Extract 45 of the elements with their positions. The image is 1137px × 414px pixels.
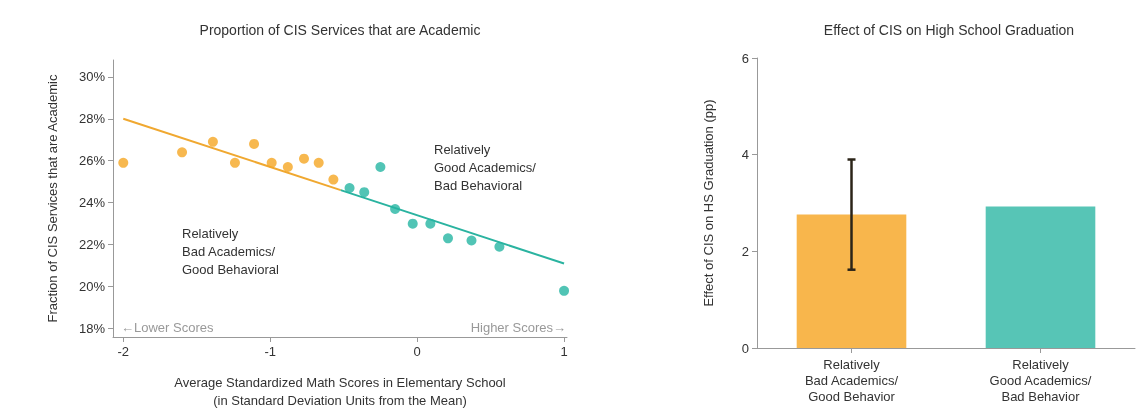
point	[229, 157, 240, 168]
point	[266, 157, 277, 168]
y-tick-label: 6	[741, 50, 749, 66]
point	[390, 203, 401, 214]
point	[344, 183, 355, 193]
annotation: Relatively Good Academics/ Bad Behavioral	[434, 141, 537, 193]
point	[559, 285, 570, 296]
x-tick-label: 0	[413, 344, 421, 359]
point	[359, 187, 370, 198]
point	[494, 241, 505, 252]
point	[118, 157, 129, 168]
point	[407, 218, 418, 229]
y-tick-label: 26%	[78, 153, 106, 169]
point	[282, 162, 293, 173]
x-tick-label: Relatively Good Academics/ Bad Behavior	[989, 356, 1092, 404]
y-tick-label: 28%	[78, 111, 106, 127]
y-tick-label: 4	[741, 147, 749, 163]
point	[443, 233, 453, 244]
y-tick-label: 18%	[78, 321, 106, 337]
y-tick-label: 22%	[78, 237, 106, 253]
point	[249, 138, 260, 149]
point	[207, 136, 218, 147]
point	[177, 147, 188, 158]
annotation: Relatively Bad Academics/ Good Behavioral	[182, 225, 279, 277]
x-tick-label: Relatively Bad Academics/ Good Behavior	[804, 356, 899, 404]
point	[466, 235, 477, 246]
y-tick-label: 24%	[78, 195, 106, 211]
chart-title: Proportion of CIS Services that are Academic	[199, 22, 481, 38]
y-tick-label: 30%	[78, 69, 106, 85]
x-axis-title: Average Standardized Math Scores in Elementary School (in Standard Deviation Units from the Mean)	[174, 374, 506, 408]
x-tick-label: -1	[264, 344, 276, 359]
y-axis-title: Effect of CIS on HS Graduation (pp)	[700, 99, 716, 307]
point	[328, 174, 339, 185]
chart-title: Effect of CIS on High School Graduation	[823, 22, 1075, 38]
y-tick-label: 20%	[78, 279, 106, 295]
annotation: ←Lower Scores	[121, 319, 214, 335]
point	[375, 162, 386, 173]
x-tick-label: 1	[560, 344, 568, 359]
point	[425, 218, 436, 229]
point	[313, 157, 324, 168]
x-tick-label: -2	[117, 344, 130, 359]
point	[299, 153, 309, 164]
y-axis-title: Fraction of CIS Services that are Academic	[44, 74, 60, 323]
y-tick-label: 2	[741, 243, 749, 259]
annotation: Higher Scores→	[470, 319, 567, 335]
